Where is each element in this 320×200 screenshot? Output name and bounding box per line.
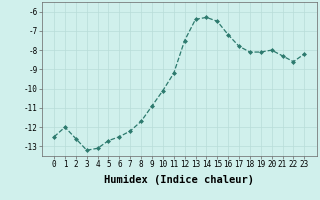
X-axis label: Humidex (Indice chaleur): Humidex (Indice chaleur)	[104, 175, 254, 185]
